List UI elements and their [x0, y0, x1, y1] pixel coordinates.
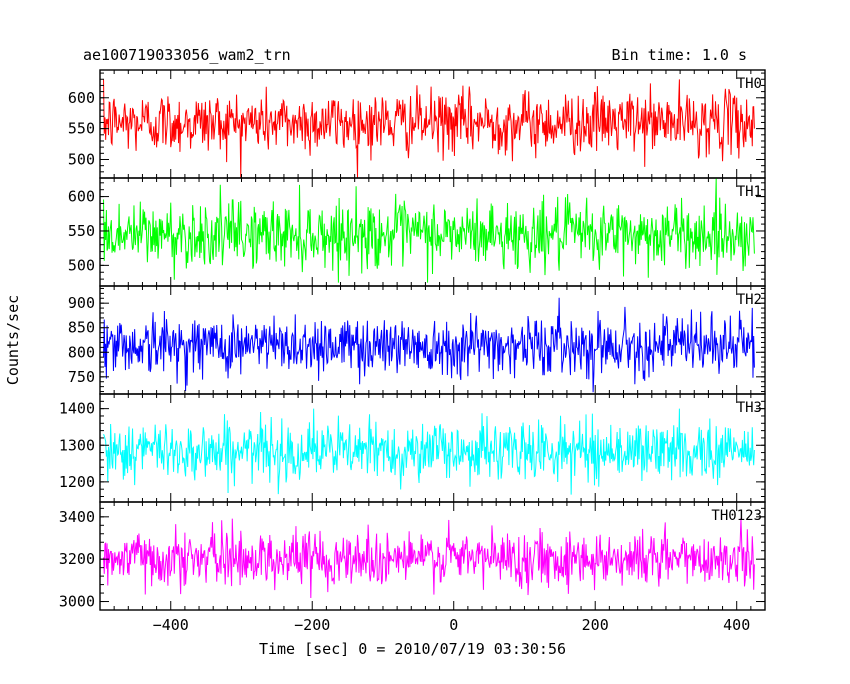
- bin-time-label: Bin time: 1.0 s: [612, 46, 747, 64]
- y-tick-label: 1400: [59, 400, 95, 418]
- y-tick-label: 600: [68, 89, 95, 107]
- series-label-th0: TH0: [737, 76, 762, 92]
- series-label-th2: TH2: [737, 292, 762, 308]
- y-tick-label: 1300: [59, 436, 95, 454]
- y-tick-label: 900: [68, 294, 95, 312]
- x-tick-label: 0: [449, 616, 458, 634]
- x-tick-label: 400: [723, 616, 750, 634]
- series-line-th0: [103, 79, 755, 178]
- y-tick-label: 800: [68, 343, 95, 361]
- series-label-th1: TH1: [737, 184, 762, 200]
- panel-frame: [99, 501, 766, 611]
- series-line-th0123: [103, 517, 755, 599]
- x-tick-label: 200: [582, 616, 609, 634]
- y-tick-label: 550: [68, 120, 95, 138]
- y-tick-label: 750: [68, 368, 95, 386]
- y-tick-label: 3400: [59, 508, 95, 526]
- panel-th0123: 3000 3200 3400 TH0123: [59, 501, 766, 611]
- series-label-th3: TH3: [737, 400, 762, 416]
- x-tick-label: −200: [294, 616, 330, 634]
- y-tick-label: 500: [68, 256, 95, 274]
- panel-th2: 750 800 850 900 TH2: [68, 285, 766, 395]
- x-axis-label: Time [sec] 0 = 2010/07/19 03:30:56: [259, 640, 566, 658]
- y-tick-label: 3200: [59, 550, 95, 568]
- y-tick-label: 500: [68, 150, 95, 168]
- panel-th0: 500 550 600 TH0: [68, 69, 766, 179]
- y-tick-label: 850: [68, 319, 95, 337]
- chart-title: ae100719033056_wam2_trn: [83, 46, 291, 64]
- y-tick-label: 3000: [59, 593, 95, 611]
- series-line-th2: [103, 297, 755, 393]
- panel-th3: 1200 1300 1400 TH3: [59, 393, 766, 503]
- y-axis-label: Counts/sec: [4, 295, 22, 385]
- series-line-th3: [103, 408, 755, 495]
- panel-th1: 500 550 600 TH1: [68, 177, 766, 287]
- x-tick-label: −400: [153, 616, 189, 634]
- panels-group: 500 550 600 TH0 500 550 600 TH1 750 800 850 900 TH2 1…: [59, 69, 766, 634]
- y-tick-label: 600: [68, 188, 95, 206]
- series-label-th0123: TH0123: [711, 508, 762, 524]
- y-tick-label: 1200: [59, 473, 95, 491]
- y-tick-label: 550: [68, 222, 95, 240]
- series-line-th1: [103, 178, 755, 283]
